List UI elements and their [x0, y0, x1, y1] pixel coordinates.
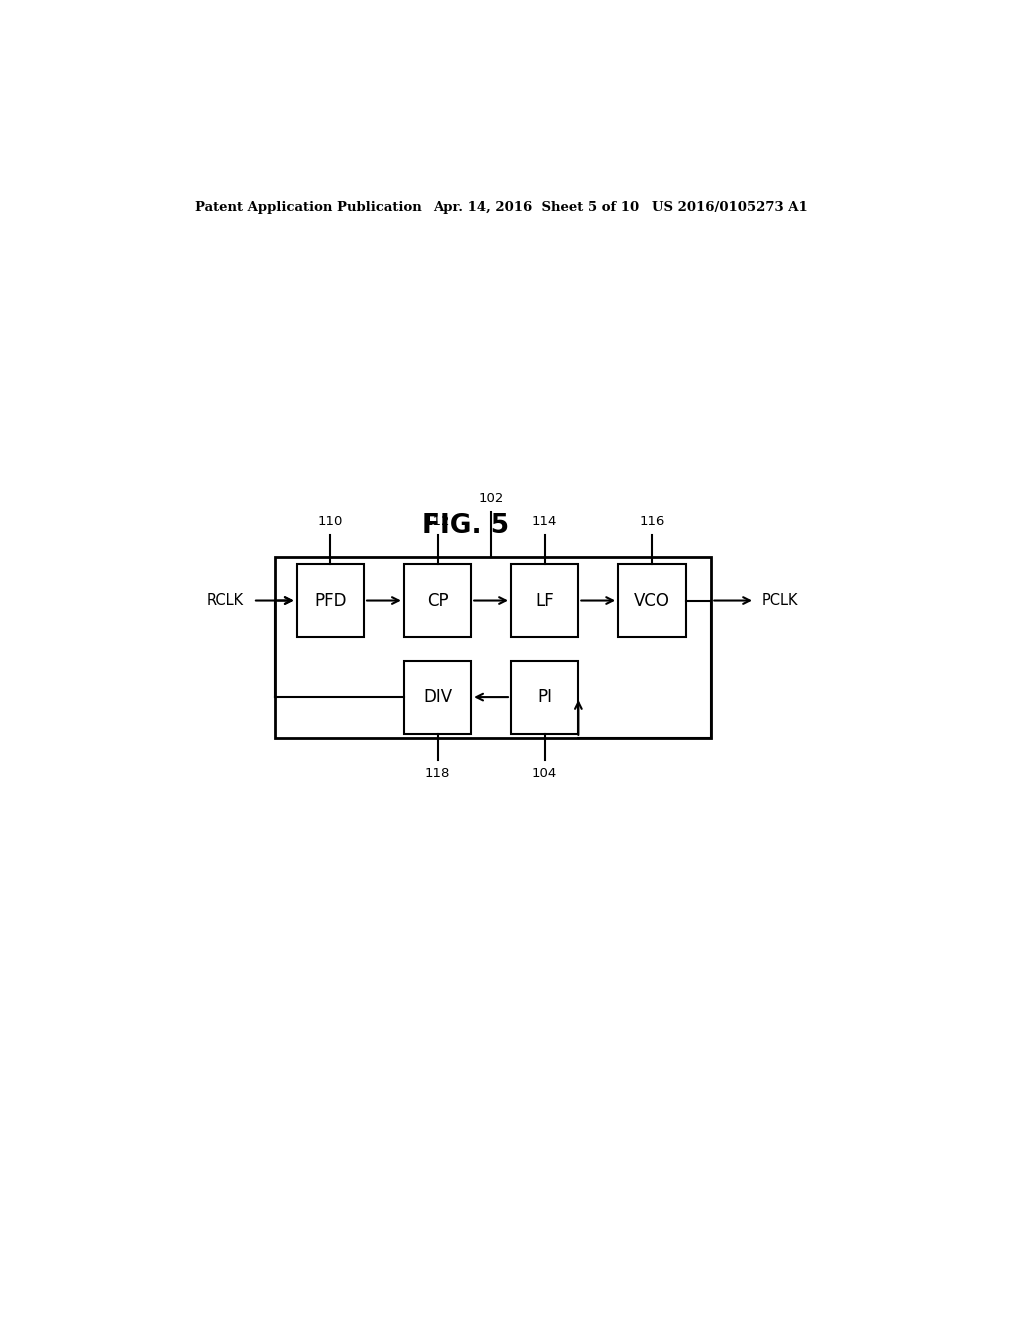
Text: VCO: VCO — [634, 591, 670, 610]
Text: PFD: PFD — [314, 591, 346, 610]
Text: Apr. 14, 2016  Sheet 5 of 10: Apr. 14, 2016 Sheet 5 of 10 — [433, 201, 640, 214]
Text: Patent Application Publication: Patent Application Publication — [196, 201, 422, 214]
Bar — [403, 564, 471, 638]
Text: US 2016/0105273 A1: US 2016/0105273 A1 — [652, 201, 808, 214]
Bar — [274, 557, 712, 738]
Bar — [511, 564, 579, 638]
Text: 114: 114 — [531, 515, 557, 528]
Bar — [297, 564, 365, 638]
Text: 118: 118 — [425, 767, 451, 780]
Text: 112: 112 — [425, 515, 451, 528]
Text: 110: 110 — [317, 515, 343, 528]
Text: 102: 102 — [478, 492, 504, 506]
Text: CP: CP — [427, 591, 449, 610]
Text: LF: LF — [536, 591, 554, 610]
Bar — [511, 660, 579, 734]
Text: DIV: DIV — [423, 688, 452, 706]
Text: FIG. 5: FIG. 5 — [422, 513, 509, 540]
Text: 104: 104 — [532, 767, 557, 780]
Bar — [618, 564, 685, 638]
Text: RCLK: RCLK — [207, 593, 244, 609]
Text: 116: 116 — [639, 515, 665, 528]
Bar — [403, 660, 471, 734]
Text: PCLK: PCLK — [761, 593, 798, 609]
Text: PI: PI — [538, 688, 552, 706]
